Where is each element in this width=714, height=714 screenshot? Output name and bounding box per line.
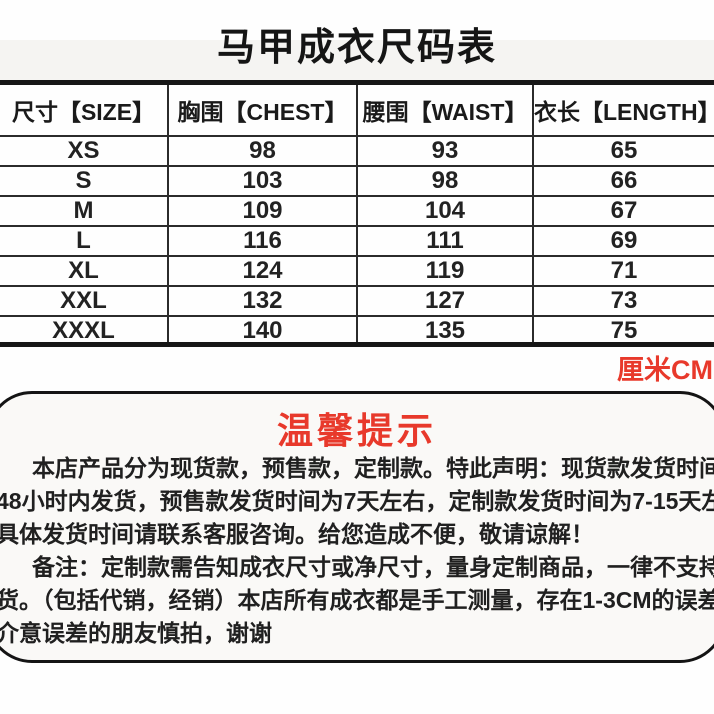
- cell-size: L: [0, 225, 169, 257]
- cell-chest: 103: [167, 165, 358, 197]
- cell-waist: 93: [356, 135, 534, 167]
- notice-line: 本店产品分为现货款，预售款，定制款。特此声明：现货款发货时间为: [32, 455, 714, 481]
- table-row: XXXL 140 135 75: [0, 315, 714, 345]
- size-table: 尺寸【SIZE】 胸围【CHEST】 腰围【WAIST】 衣长【LENGTH】 …: [0, 85, 714, 345]
- cell-waist: 111: [356, 225, 534, 257]
- cell-size: S: [0, 165, 169, 197]
- notice-line: 介意误差的朋友慎拍，谢谢: [0, 620, 272, 646]
- notice-line: 备注：定制款需告知成衣尺寸或净尺寸，量身定制商品，一律不支持退: [32, 554, 714, 580]
- cell-length: 69: [532, 225, 714, 257]
- cell-waist: 119: [356, 255, 534, 287]
- unit-label: 厘米CM: [617, 355, 713, 385]
- notice-line: 具体发货时间请联系客服咨询。给您造成不便，敬请谅解！: [0, 521, 594, 547]
- cell-waist: 98: [356, 165, 534, 197]
- table-row: L 116 111 69: [0, 225, 714, 257]
- cell-chest: 124: [167, 255, 358, 287]
- top-divider-rule: [0, 80, 714, 85]
- header-chest: 胸围【CHEST】: [167, 85, 358, 137]
- notice-line: 货。（包括代销，经销）本店所有成衣都是手工测量，存在1-3CM的误差，: [0, 587, 714, 613]
- header-size: 尺寸【SIZE】: [0, 85, 169, 137]
- cell-chest: 116: [167, 225, 358, 257]
- cell-chest: 98: [167, 135, 358, 167]
- cell-length: 67: [532, 195, 714, 227]
- size-table-header-row: 尺寸【SIZE】 胸围【CHEST】 腰围【WAIST】 衣长【LENGTH】: [0, 85, 714, 137]
- cell-size: M: [0, 195, 169, 227]
- table-row: S 103 98 66: [0, 165, 714, 197]
- cell-size: XL: [0, 255, 169, 287]
- notice-body: 本店产品分为现货款，预售款，定制款。特此声明：现货款发货时间为 48小时内发货，…: [0, 452, 714, 650]
- page-title: 马甲成衣尺码表: [216, 27, 497, 69]
- cell-waist: 104: [356, 195, 534, 227]
- notice-line: 48小时内发货，预售款发货时间为7天左右，定制款发货时间为7-15天左右: [0, 488, 714, 514]
- notice-title: 温馨提示: [276, 410, 437, 451]
- cell-size: XS: [0, 135, 169, 167]
- title-background-band: [0, 40, 714, 80]
- notice-box: [0, 391, 714, 663]
- table-row: M 109 104 67: [0, 195, 714, 227]
- table-row: XL 124 119 71: [0, 255, 714, 287]
- bottom-divider-rule: [0, 342, 714, 347]
- cell-waist: 127: [356, 285, 534, 317]
- header-length: 衣长【LENGTH】: [532, 85, 714, 137]
- cell-size: XXL: [0, 285, 169, 317]
- cell-length: 73: [532, 285, 714, 317]
- table-row: XS 98 93 65: [0, 135, 714, 167]
- cell-length: 71: [532, 255, 714, 287]
- cell-length: 65: [532, 135, 714, 167]
- table-row: XXL 132 127 73: [0, 285, 714, 317]
- cell-size: XXXL: [0, 315, 169, 345]
- cell-length: 66: [532, 165, 714, 197]
- cell-chest: 109: [167, 195, 358, 227]
- cell-waist: 135: [356, 315, 534, 345]
- cell-length: 75: [532, 315, 714, 345]
- header-waist: 腰围【WAIST】: [356, 85, 534, 137]
- cell-chest: 140: [167, 315, 358, 345]
- cell-chest: 132: [167, 285, 358, 317]
